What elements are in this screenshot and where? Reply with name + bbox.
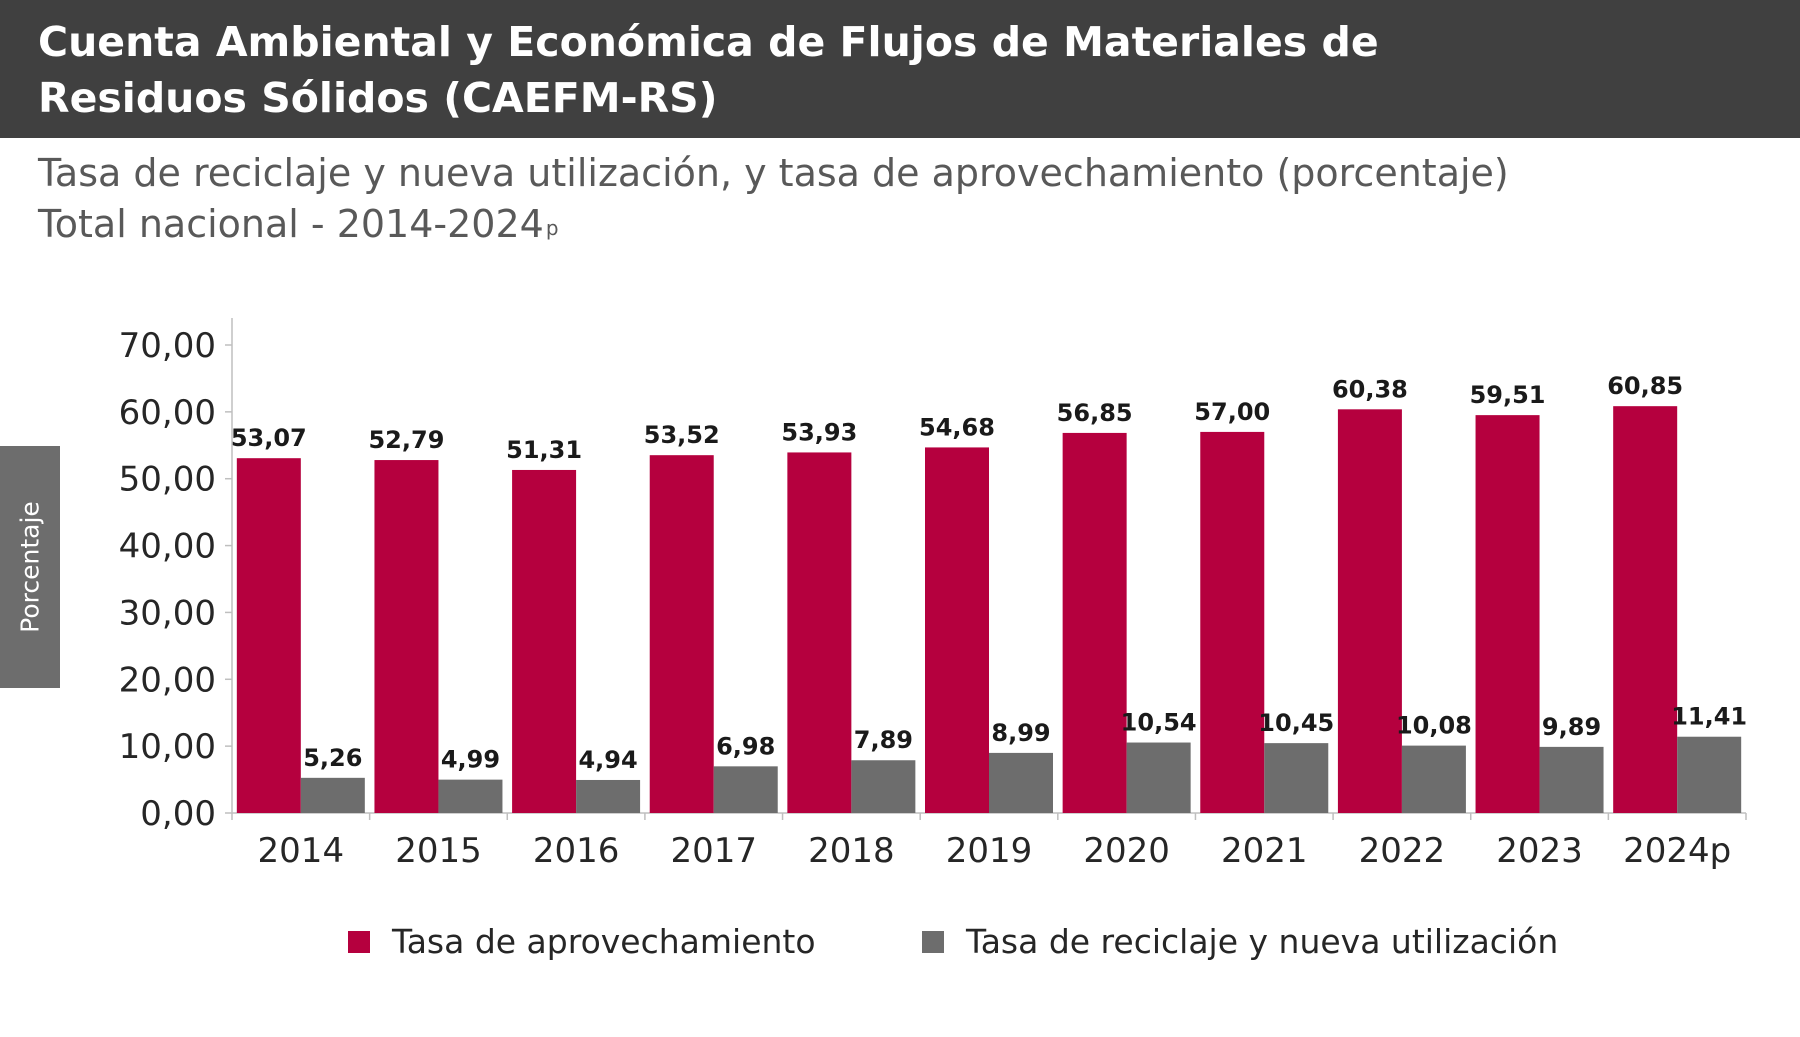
bar-reciclaje (851, 760, 916, 813)
bar-reciclaje (300, 777, 365, 813)
legend-label-aprovechamiento: Tasa de aprovechamiento (392, 922, 816, 961)
data-label-aprovechamiento: 57,00 (1194, 398, 1270, 426)
y-tick-label: 50,00 (119, 460, 216, 500)
y-tick-label: 20,00 (119, 660, 216, 700)
legend-item-aprovechamiento: Tasa de aprovechamiento (348, 922, 816, 961)
y-axis-label-box: Porcentaje (0, 446, 60, 688)
bar-aprovechamiento (1062, 432, 1127, 813)
legend: Tasa de aprovechamiento Tasa de reciclaj… (0, 922, 1800, 962)
data-label-reciclaje: 5,26 (303, 744, 362, 772)
x-tick-label: 2017 (670, 831, 757, 871)
data-label-aprovechamiento: 59,51 (1470, 381, 1546, 409)
x-tick-label: 2015 (395, 831, 482, 871)
bar-chart: 0,00 10,00 20,00 30,00 40,00 50,00 60,00 70,00 2… (119, 318, 1747, 871)
data-label-reciclaje: 10,45 (1258, 709, 1334, 737)
bar-aprovechamiento (925, 447, 989, 813)
bar-reciclaje (1264, 743, 1329, 813)
data-label-aprovechamiento: 51,31 (506, 436, 582, 464)
x-tick-label: 2018 (808, 831, 895, 871)
data-label-reciclaje: 4,99 (441, 746, 500, 774)
y-tick-label: 70,00 (119, 326, 216, 366)
bar-reciclaje (989, 752, 1053, 813)
bar-reciclaje (1126, 742, 1191, 813)
bar-reciclaje (576, 779, 641, 813)
y-tick-label: 30,00 (119, 593, 216, 633)
data-label-aprovechamiento: 60,85 (1607, 372, 1683, 400)
data-label-reciclaje: 7,89 (854, 726, 913, 754)
data-label-reciclaje: 10,54 (1121, 709, 1197, 737)
x-tick-label: 2014 (258, 831, 345, 871)
bar-aprovechamiento (1613, 406, 1678, 813)
bar-aprovechamiento (512, 469, 577, 813)
bar-aprovechamiento (236, 458, 301, 813)
data-label-aprovechamiento: 56,85 (1057, 399, 1133, 427)
data-label-aprovechamiento: 53,93 (781, 418, 857, 446)
subtitle-preliminary-mark: p (545, 216, 559, 240)
x-tick-label: 2016 (533, 831, 620, 871)
y-tick-label: 40,00 (119, 527, 216, 567)
y-tick-label: 60,00 (119, 393, 216, 433)
data-label-reciclaje: 6,98 (716, 732, 775, 760)
chart-subtitle: Tasa de reciclaje y nueva utilización, y… (38, 148, 1509, 250)
bar-reciclaje (713, 766, 778, 813)
subtitle-line-1: Tasa de reciclaje y nueva utilización, y… (38, 151, 1509, 195)
bar-reciclaje (438, 779, 503, 813)
bar-aprovechamiento (374, 460, 439, 813)
data-label-aprovechamiento: 52,79 (368, 426, 444, 454)
bar-reciclaje (1677, 736, 1742, 813)
legend-item-reciclaje: Tasa de reciclaje y nueva utilización (922, 922, 1558, 961)
bar-aprovechamiento (1200, 431, 1265, 813)
data-label-reciclaje: 10,08 (1396, 712, 1472, 740)
bar-reciclaje (1539, 746, 1604, 813)
data-label-reciclaje: 8,99 (991, 719, 1050, 747)
subtitle-period: Total nacional - 2014-2024 (38, 202, 544, 246)
bar-aprovechamiento (1337, 409, 1402, 813)
x-tick-label: 2022 (1359, 831, 1446, 871)
bar-reciclaje (1401, 745, 1466, 813)
data-label-aprovechamiento: 54,68 (919, 413, 995, 441)
legend-swatch-reciclaje (922, 930, 944, 953)
x-tick-label: 2021 (1221, 831, 1308, 871)
page-title: Cuenta Ambiental y Económica de Flujos d… (38, 18, 1379, 122)
legend-swatch-aprovechamiento (348, 930, 370, 953)
x-tick-label: 2024p (1623, 831, 1731, 871)
y-tick-label: 10,00 (119, 727, 216, 767)
legend-label-reciclaje: Tasa de reciclaje y nueva utilización (966, 922, 1559, 961)
data-label-aprovechamiento: 53,07 (231, 424, 307, 452)
x-tick-label: 2023 (1496, 831, 1583, 871)
data-label-reciclaje: 11,41 (1671, 703, 1747, 731)
subtitle-line-2: Total nacional - 2014-2024 p (38, 199, 1509, 250)
data-label-aprovechamiento: 60,38 (1332, 375, 1408, 403)
bar-aprovechamiento (649, 455, 714, 813)
y-tick-label: 0,00 (140, 794, 216, 834)
data-label-aprovechamiento: 53,52 (644, 421, 720, 449)
bar-aprovechamiento (1475, 415, 1540, 813)
header-bar: Cuenta Ambiental y Económica de Flujos d… (0, 0, 1800, 138)
data-label-reciclaje: 4,94 (578, 746, 637, 774)
bar-aprovechamiento (787, 452, 852, 813)
x-tick-label: 2020 (1083, 831, 1170, 871)
x-tick-label: 2019 (946, 831, 1033, 871)
data-label-reciclaje: 9,89 (1542, 713, 1601, 741)
